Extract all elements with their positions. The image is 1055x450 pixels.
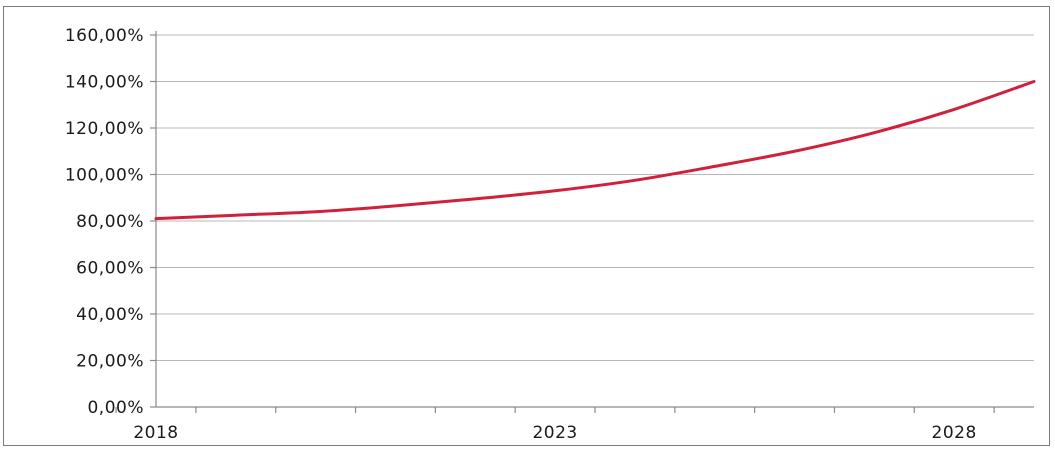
x-tick-label: 2028: [932, 423, 977, 443]
gridlines: [156, 34, 1034, 361]
x-tick-label: 2023: [532, 423, 577, 443]
y-tick-label: 40,00%: [76, 305, 144, 325]
x-tick-label: 2018: [133, 423, 178, 443]
chart-frame: 0,00% 20,00% 40,00% 60,00% 80,00% 100,00% 120,…: [3, 6, 1050, 446]
x-axis-tick-labels: 2018 2023 2028: [133, 423, 976, 443]
y-tick-label: 120,00%: [65, 119, 144, 139]
axes: [115, 31, 1034, 413]
y-tick-label: 160,00%: [65, 26, 144, 46]
y-tick-label: 100,00%: [65, 166, 144, 186]
series-layer: [154, 80, 1036, 221]
line-chart: 0,00% 20,00% 40,00% 60,00% 80,00% 100,00% 120,…: [65, 26, 1036, 443]
y-tick-label: 0,00%: [87, 398, 144, 418]
series-line: [154, 80, 1036, 221]
y-tick-label: 20,00%: [76, 352, 144, 372]
y-tick-label: 80,00%: [76, 212, 144, 232]
y-tick-label: 140,00%: [65, 73, 144, 93]
y-axis-tick-labels: 0,00% 20,00% 40,00% 60,00% 80,00% 100,00% 120,…: [65, 26, 144, 418]
y-tick-label: 60,00%: [76, 259, 144, 279]
